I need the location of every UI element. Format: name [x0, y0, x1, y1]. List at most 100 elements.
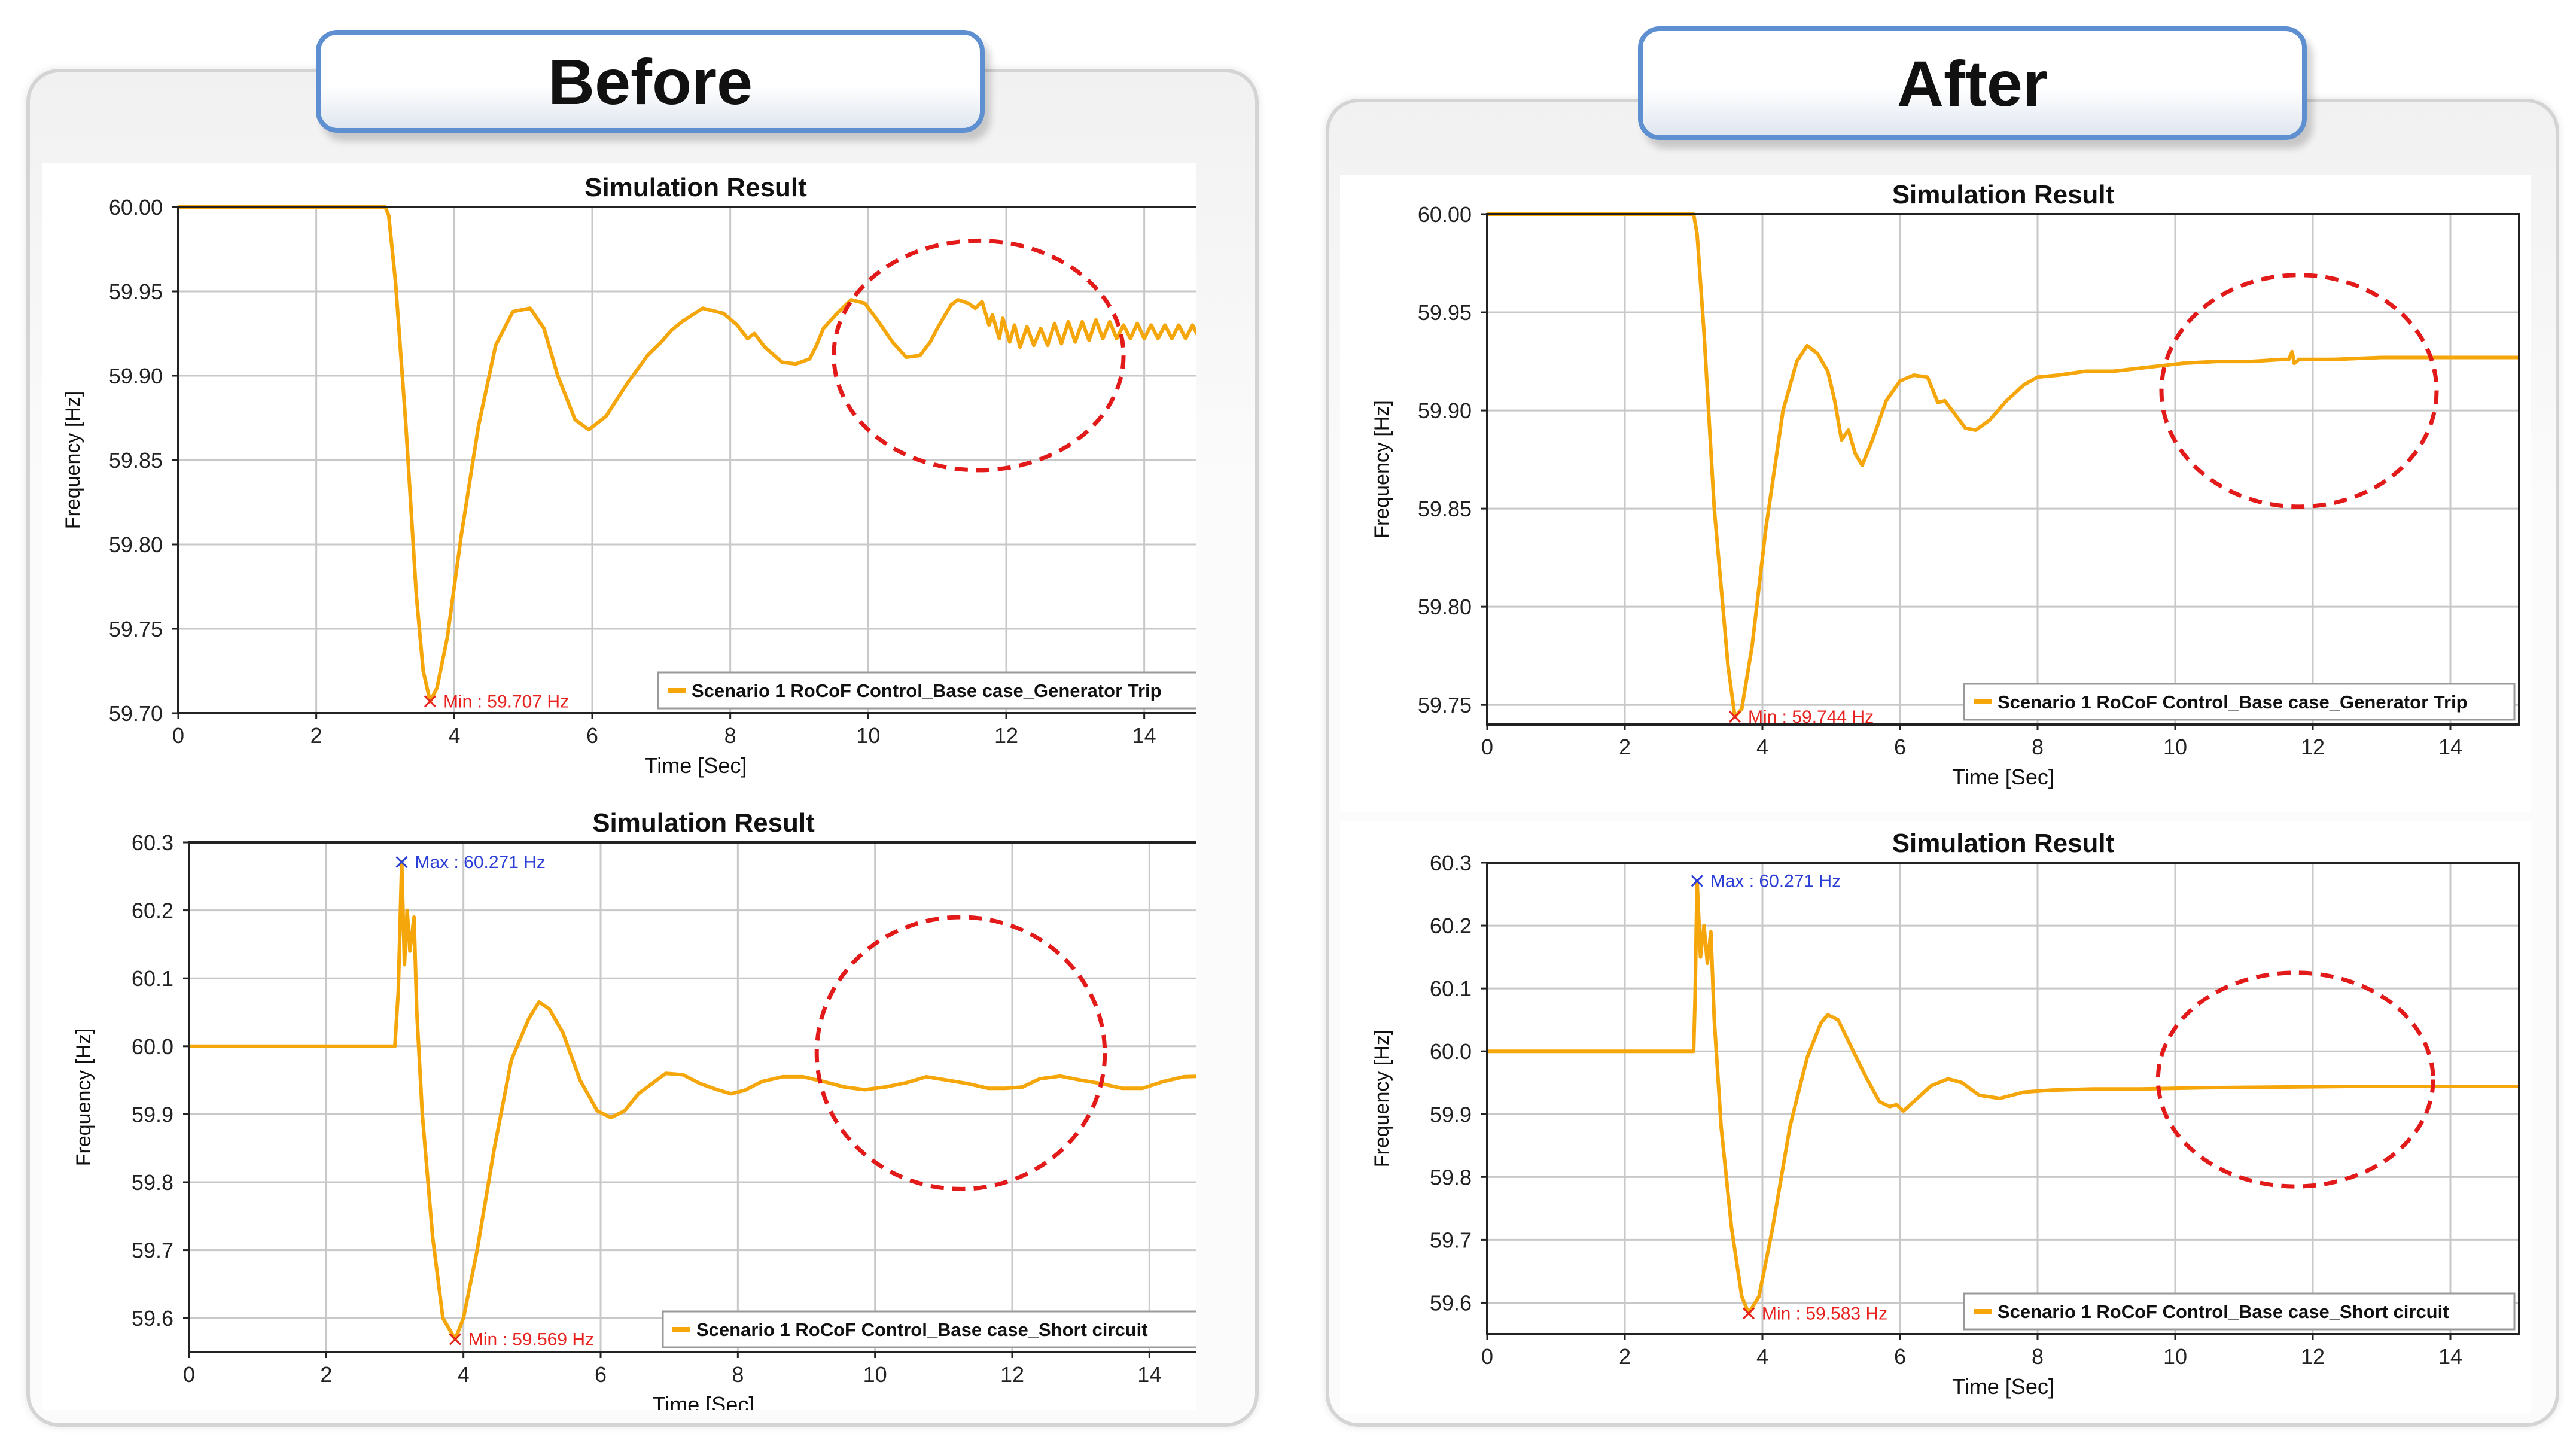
y-tick-label: 59.6 — [132, 1306, 173, 1331]
plot-frame — [1486, 213, 2520, 726]
legend-box — [657, 671, 1196, 710]
y-tick-label: 59.95 — [1418, 300, 1472, 325]
legend-label: Scenario 1 RoCoF Control_Base case_Short… — [1998, 1301, 2449, 1322]
x-tick-label: 12 — [994, 723, 1018, 748]
y-tick-label: 59.75 — [109, 617, 163, 641]
y-tick-label: 59.85 — [109, 448, 163, 473]
legend-label: Scenario 1 RoCoF Control_Base case_Gener… — [1998, 692, 2468, 713]
series-line — [1487, 879, 2519, 1316]
x-tick-label: 14 — [1137, 1362, 1161, 1387]
y-tick-label: 59.8 — [1430, 1165, 1472, 1189]
y-axis-label: Frequency [Hz] — [62, 391, 84, 529]
x-tick-label: 4 — [448, 723, 460, 748]
y-tick-label: 59.9 — [1430, 1102, 1472, 1127]
y-tick-label: 59.70 — [109, 701, 163, 726]
series-line — [1487, 212, 2519, 719]
x-tick-label: 10 — [863, 1362, 887, 1387]
min-marker — [1742, 1307, 1755, 1320]
x-tick-label: 0 — [1481, 1344, 1493, 1369]
x-axis-label: Time [Sec] — [645, 753, 747, 778]
y-tick-label: 59.8 — [132, 1170, 173, 1195]
x-tick-label: 8 — [2032, 735, 2044, 759]
highlight-ellipse — [814, 915, 1107, 1191]
marker-cross — [449, 1333, 461, 1346]
y-tick-label: 59.75 — [1418, 693, 1472, 717]
x-tick-label: 6 — [1894, 735, 1906, 759]
min-marker — [449, 1333, 461, 1346]
x-tick-label: 10 — [2163, 1344, 2187, 1369]
y-tick-label: 59.80 — [1418, 595, 1472, 619]
plot-frame — [188, 841, 1196, 1353]
y-tick-label: 59.90 — [109, 364, 163, 388]
max-marker — [395, 856, 408, 869]
x-tick-label: 2 — [1619, 1344, 1631, 1369]
x-tick-label: 4 — [458, 1362, 470, 1387]
max-marker — [1691, 875, 1703, 887]
after-generator-trip-chart: Simulation Result 0 2 4 6 8 10 12 14 59.75 59.80 59… — [1340, 175, 2531, 812]
legend-label: Scenario 1 RoCoF Control_Base case_Gener… — [692, 680, 1162, 701]
chart-title: Simulation Result — [1892, 829, 2115, 858]
marker-cross — [1742, 1307, 1755, 1320]
min-marker — [1728, 710, 1741, 723]
x-tick-label: 4 — [1756, 735, 1768, 759]
legend-label: Scenario 1 RoCoF Control_Base case_Short… — [696, 1319, 1148, 1340]
x-tick-label: 10 — [856, 723, 880, 748]
chart-background — [42, 797, 1196, 1410]
x-tick-label: 8 — [732, 1362, 744, 1387]
x-tick-label: 8 — [2032, 1344, 2044, 1369]
marker-cross — [424, 695, 437, 708]
min-marker — [424, 695, 437, 708]
x-tick-label: 6 — [1894, 1344, 1906, 1369]
highlight-ellipse — [832, 238, 1126, 473]
series-line — [189, 860, 1196, 1341]
y-tick-label: 59.6 — [1430, 1290, 1472, 1315]
chart-title: Simulation Result — [584, 173, 807, 202]
y-axis-label: Frequency [Hz] — [1371, 1030, 1393, 1168]
x-tick-label: 12 — [1000, 1362, 1024, 1387]
x-tick-label: 6 — [595, 1362, 607, 1387]
before-short-circuit-chart: Simulation Result 0 2 4 6 8 10 12 14 59.6 59.7 59.8… — [42, 797, 1196, 1410]
min-annotation: Min : 59.569 Hz — [468, 1329, 594, 1349]
y-tick-label: 59.9 — [132, 1102, 173, 1127]
min-annotation: Min : 59.583 Hz — [1762, 1304, 1887, 1323]
x-tick-label: 2 — [310, 723, 322, 748]
x-tick-label: 12 — [2301, 1344, 2325, 1369]
marker-cross — [395, 856, 408, 869]
x-tick-label: 6 — [586, 723, 598, 748]
marker-cross — [1691, 875, 1703, 887]
x-tick-label: 2 — [1619, 735, 1631, 759]
after-tab-title: After — [1638, 26, 2307, 140]
x-tick-label: 2 — [320, 1362, 332, 1387]
before-tab-title: Before — [316, 30, 985, 133]
min-annotation: Min : 59.744 Hz — [1748, 707, 1874, 727]
series-line — [178, 205, 1196, 704]
y-tick-label: 60.1 — [132, 966, 173, 991]
x-tick-label: 14 — [2438, 1344, 2462, 1369]
x-tick-label: 8 — [724, 723, 736, 748]
y-tick-label: 59.85 — [1418, 497, 1472, 521]
y-tick-label: 60.1 — [1430, 976, 1472, 1001]
x-axis-label: Time [Sec] — [653, 1392, 755, 1410]
after-short-circuit-chart: Simulation Result 0 2 4 6 8 10 12 14 59.6 59.7 59.8… — [1340, 821, 2531, 1413]
y-tick-label: 60.2 — [1430, 914, 1472, 938]
y-tick-label: 60.3 — [1430, 851, 1472, 875]
y-tick-label: 60.2 — [132, 899, 173, 923]
chart-title: Simulation Result — [592, 808, 815, 838]
y-axis-label: Frequency [Hz] — [1371, 400, 1393, 538]
plot-frame — [177, 206, 1196, 714]
x-axis-label: Time [Sec] — [1952, 1374, 2054, 1399]
before-generator-trip-chart: Simulation Result 0 2 4 6 8 10 12 14 59.70 59.75 59… — [42, 163, 1196, 797]
x-tick-label: 12 — [2301, 735, 2325, 759]
y-tick-label: 59.90 — [1418, 398, 1472, 423]
plot-frame — [1486, 862, 2520, 1335]
x-tick-label: 0 — [183, 1362, 195, 1387]
y-tick-label: 60.0 — [132, 1034, 173, 1059]
y-tick-label: 60.00 — [1418, 202, 1472, 227]
x-tick-label: 4 — [1756, 1344, 1768, 1369]
y-tick-label: 59.95 — [109, 279, 163, 304]
y-tick-label: 59.80 — [109, 532, 163, 557]
y-tick-label: 60.3 — [132, 830, 173, 855]
y-tick-label: 59.7 — [132, 1238, 173, 1263]
min-annotation: Min : 59.707 Hz — [443, 692, 569, 711]
highlight-ellipse — [2159, 273, 2439, 509]
